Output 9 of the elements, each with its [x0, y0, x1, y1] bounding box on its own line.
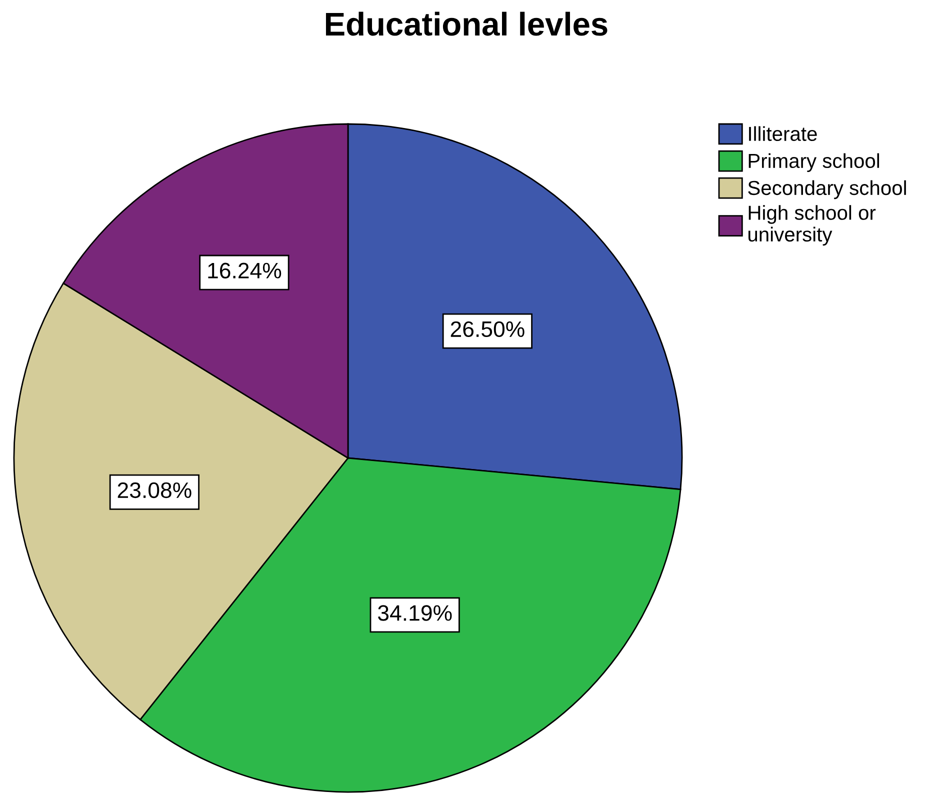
- data-label: 26.50%: [450, 321, 524, 338]
- data-label: 23.08%: [118, 482, 192, 498]
- legend-label: Primary school: [748, 153, 880, 172]
- legend-label: Secondary school: [748, 180, 906, 200]
- legend-label: Illiterate: [749, 126, 817, 142]
- chart-title: Educational levles: [326, 12, 608, 36]
- data-label: 16.24%: [208, 262, 282, 278]
- data-label: 34.19%: [378, 605, 452, 621]
- legend-label: High school or university: [748, 205, 876, 246]
